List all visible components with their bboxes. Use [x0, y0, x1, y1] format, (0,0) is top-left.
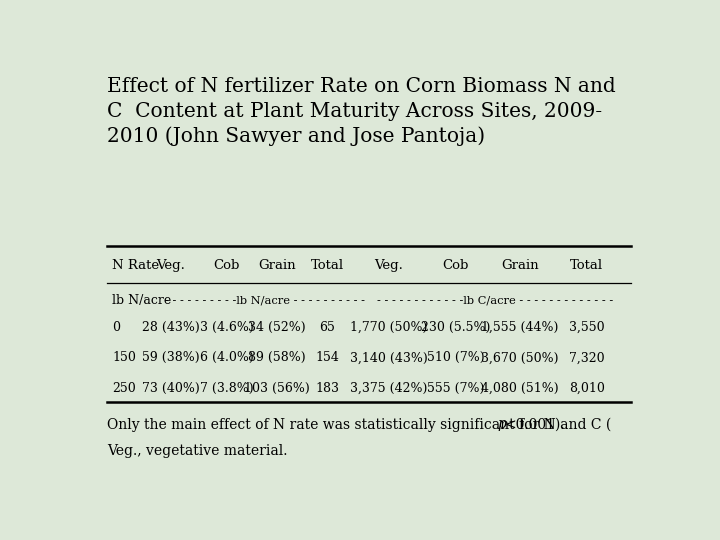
Text: <0.001).: <0.001). — [505, 417, 565, 431]
Text: 65: 65 — [319, 321, 335, 334]
Text: Veg.: Veg. — [156, 259, 185, 272]
Text: N Rate: N Rate — [112, 259, 159, 272]
Text: p: p — [498, 417, 506, 431]
Text: lb N/acre: lb N/acre — [112, 294, 171, 307]
Text: Total: Total — [570, 259, 603, 272]
Text: 59 (38%): 59 (38%) — [142, 352, 199, 365]
Text: 28 (43%): 28 (43%) — [142, 321, 199, 334]
Text: 103 (56%): 103 (56%) — [244, 382, 310, 395]
Text: Cob: Cob — [214, 259, 240, 272]
Text: Only the main effect of N rate was statistically significant for N and C (: Only the main effect of N rate was stati… — [107, 417, 611, 431]
Text: 3,670 (50%): 3,670 (50%) — [481, 352, 559, 365]
Text: 1,555 (44%): 1,555 (44%) — [481, 321, 558, 334]
Text: - - - - - - - - - -lb N/acre - - - - - - - - - -: - - - - - - - - - -lb N/acre - - - - - -… — [166, 296, 365, 306]
Text: 3,375 (42%): 3,375 (42%) — [350, 382, 427, 395]
Text: 510 (7%): 510 (7%) — [427, 352, 485, 365]
Text: 0: 0 — [112, 321, 120, 334]
Text: 73 (40%): 73 (40%) — [142, 382, 199, 395]
Text: 7 (3.8%): 7 (3.8%) — [200, 382, 253, 395]
Text: Effect of N fertilizer Rate on Corn Biomass N and
C  Content at Plant Maturity A: Effect of N fertilizer Rate on Corn Biom… — [107, 77, 616, 146]
Text: 3 (4.6%): 3 (4.6%) — [200, 321, 253, 334]
Text: 183: 183 — [315, 382, 339, 395]
Text: Grain: Grain — [258, 259, 296, 272]
Text: p: p — [498, 417, 506, 431]
Text: 6 (4.0%): 6 (4.0%) — [200, 352, 253, 365]
Text: 4,080 (51%): 4,080 (51%) — [481, 382, 559, 395]
Text: 3,550: 3,550 — [569, 321, 604, 334]
Text: 150: 150 — [112, 352, 136, 365]
Text: 154: 154 — [315, 352, 339, 365]
Text: Cob: Cob — [442, 259, 469, 272]
Text: Total: Total — [310, 259, 343, 272]
Text: 8,010: 8,010 — [569, 382, 605, 395]
Text: 7,320: 7,320 — [569, 352, 604, 365]
Text: 34 (52%): 34 (52%) — [248, 321, 306, 334]
Text: 89 (58%): 89 (58%) — [248, 352, 306, 365]
Text: - - - - - - - - - - - -lb C/acre - - - - - - - - - - - - -: - - - - - - - - - - - -lb C/acre - - - -… — [377, 296, 613, 306]
Text: Veg., vegetative material.: Veg., vegetative material. — [107, 444, 287, 458]
Text: 250: 250 — [112, 382, 136, 395]
Text: 1,770 (50%): 1,770 (50%) — [350, 321, 427, 334]
Text: Veg.: Veg. — [374, 259, 403, 272]
Text: Only the main effect of N rate was statistically significant for N and C (: Only the main effect of N rate was stati… — [107, 417, 611, 431]
Text: Grain: Grain — [501, 259, 539, 272]
Text: 230 (5.5%): 230 (5.5%) — [420, 321, 490, 334]
Text: 555 (7%): 555 (7%) — [427, 382, 484, 395]
Text: 3,140 (43%): 3,140 (43%) — [350, 352, 428, 365]
